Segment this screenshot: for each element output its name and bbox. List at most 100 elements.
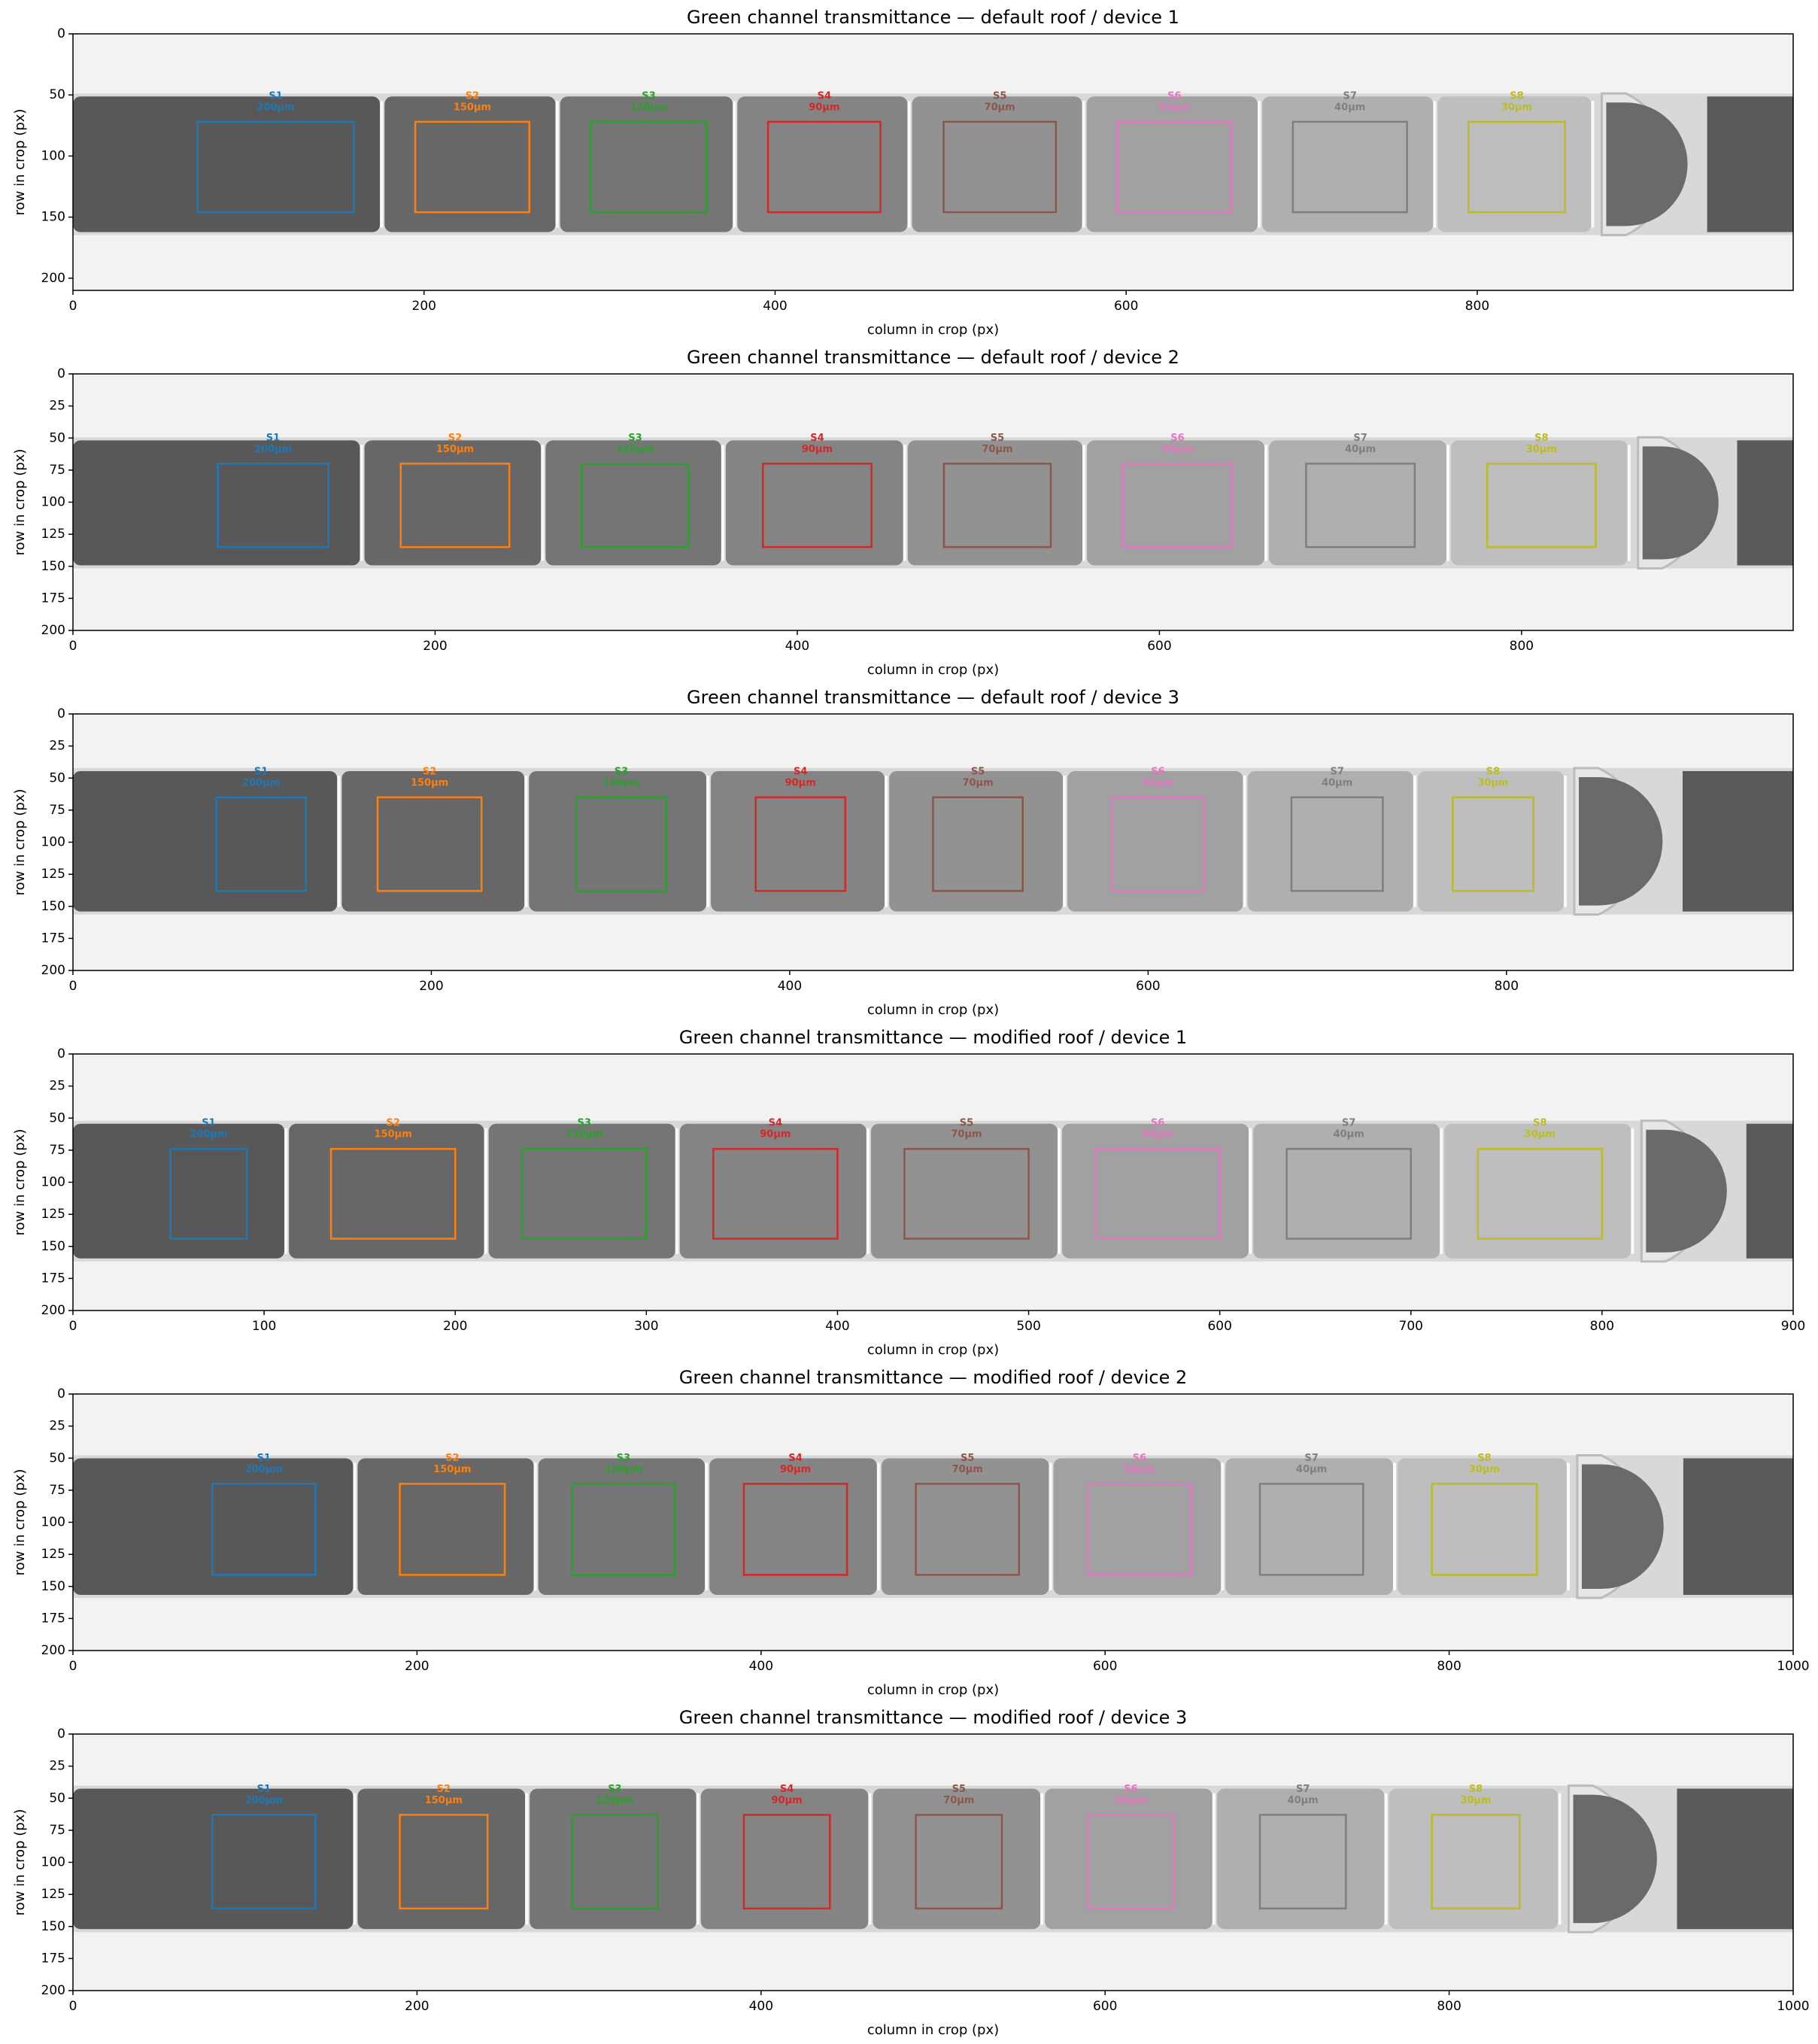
- roi-label: 50µm: [1143, 777, 1173, 788]
- roi-name: S3: [628, 433, 642, 444]
- segment: [725, 440, 903, 566]
- axes-frame: [72, 33, 1794, 291]
- segment: [1087, 440, 1265, 566]
- droplet-core: [1642, 446, 1719, 560]
- x-tick-label: 400: [785, 639, 809, 654]
- roi-box: [414, 120, 531, 214]
- roi-label: 120µm: [602, 777, 640, 788]
- roi-box: [1305, 463, 1416, 548]
- roi-label: 90µm: [802, 444, 833, 455]
- segment: [907, 440, 1083, 566]
- roi-box: [1258, 1814, 1347, 1910]
- segment: [1253, 1123, 1440, 1259]
- roi-box: [196, 120, 355, 214]
- y-tick-label: 175: [41, 1951, 65, 1966]
- y-tick-label: 125: [41, 867, 65, 882]
- y-tick-label: 0: [57, 706, 65, 721]
- roi-name: S7: [1353, 433, 1367, 444]
- roi-label: 40µm: [1334, 102, 1365, 113]
- segment: [711, 770, 885, 912]
- segment: [1225, 1458, 1393, 1596]
- roi-box: [1116, 120, 1233, 214]
- x-tick-label: 700: [1399, 1319, 1423, 1334]
- roi-box: [581, 463, 690, 548]
- x-tick-label: 200: [419, 979, 443, 994]
- chart-title: Green channel transmittance — default ro…: [687, 687, 1179, 708]
- roi-label: 70µm: [982, 444, 1012, 455]
- roi-name: S2: [448, 433, 462, 444]
- roi-box: [399, 1483, 506, 1576]
- roi-label: 50µm: [1115, 1795, 1146, 1806]
- roi-label: 150µm: [454, 102, 491, 113]
- y-tick-label: 150: [41, 899, 65, 914]
- y-tick-label: 175: [41, 591, 65, 606]
- roi-label: 200µm: [254, 444, 292, 455]
- roi-box: [1431, 1814, 1521, 1910]
- x-axis-label: column in crop (px): [867, 1002, 999, 1018]
- x-tick-label: 100: [252, 1319, 276, 1334]
- roi-name: S5: [952, 1784, 966, 1795]
- roi-name: S5: [961, 1453, 974, 1464]
- roi-label: 120µm: [566, 1129, 603, 1140]
- roi-name: S3: [615, 766, 628, 777]
- roi-label: 120µm: [605, 1464, 642, 1475]
- y-tick-label: 100: [41, 148, 65, 163]
- roi-box: [570, 1814, 659, 1910]
- droplet-core: [1606, 102, 1688, 226]
- y-tick-label: 200: [41, 1643, 65, 1658]
- roi-label: 40µm: [1288, 1795, 1319, 1806]
- x-tick-label: 200: [423, 639, 447, 654]
- chart-title: Green channel transmittance — default ro…: [687, 347, 1179, 368]
- roi-label: 150µm: [425, 1795, 463, 1806]
- x-tick-label: 800: [1495, 979, 1519, 994]
- x-tick-label: 600: [1207, 1319, 1231, 1334]
- roi-label: 50µm: [1162, 444, 1193, 455]
- roi-name: S5: [991, 433, 1004, 444]
- roi-label: 40µm: [1345, 444, 1376, 455]
- roi-name: S5: [960, 1118, 973, 1129]
- roi-label: 50µm: [1124, 1464, 1155, 1475]
- y-tick-label: 25: [49, 739, 65, 754]
- roi-name: S7: [1330, 766, 1343, 777]
- roi-label: 30µm: [1477, 777, 1508, 788]
- micrograph: [73, 1734, 1793, 1991]
- roi-box: [1467, 120, 1566, 214]
- y-tick-label: 50: [49, 1110, 65, 1125]
- roi-box: [712, 1147, 839, 1240]
- roi-name: S2: [386, 1118, 399, 1129]
- y-tick-label: 25: [49, 1759, 65, 1774]
- x-tick-label: 1000: [1777, 1659, 1809, 1674]
- droplet-core: [1581, 1464, 1664, 1590]
- y-tick-label: 200: [41, 271, 65, 286]
- roi-box: [742, 1483, 848, 1576]
- channel-end: [1707, 96, 1793, 232]
- x-tick-label: 200: [405, 1999, 429, 2014]
- segment: [700, 1788, 869, 1930]
- micrograph: [73, 374, 1793, 630]
- x-axis-label: column in crop (px): [867, 1682, 999, 1698]
- y-tick-label: 125: [41, 1207, 65, 1222]
- roi-name: S2: [466, 90, 479, 102]
- roi-label: 30µm: [1469, 1464, 1500, 1475]
- micrograph: [73, 1394, 1793, 1651]
- x-tick-label: 0: [69, 1319, 77, 1334]
- y-axis-label: row in crop (px): [12, 1469, 28, 1576]
- segment: [73, 96, 381, 232]
- roi-box: [942, 463, 1052, 548]
- roi-name: S1: [254, 766, 268, 777]
- segment: [870, 1123, 1058, 1259]
- roi-box: [575, 796, 667, 892]
- roi-name: S4: [769, 1118, 782, 1129]
- roi-box: [1122, 463, 1233, 548]
- roi-name: S6: [1133, 1453, 1146, 1464]
- x-tick-label: 800: [1437, 1999, 1461, 2014]
- channel-end: [1746, 1123, 1793, 1259]
- roi-label: 150µm: [436, 444, 474, 455]
- y-tick-label: 200: [41, 963, 65, 978]
- x-axis-label: column in crop (px): [867, 322, 999, 338]
- x-tick-label: 400: [763, 299, 787, 314]
- x-tick-label: 800: [1590, 1319, 1614, 1334]
- x-tick-label: 800: [1510, 639, 1534, 654]
